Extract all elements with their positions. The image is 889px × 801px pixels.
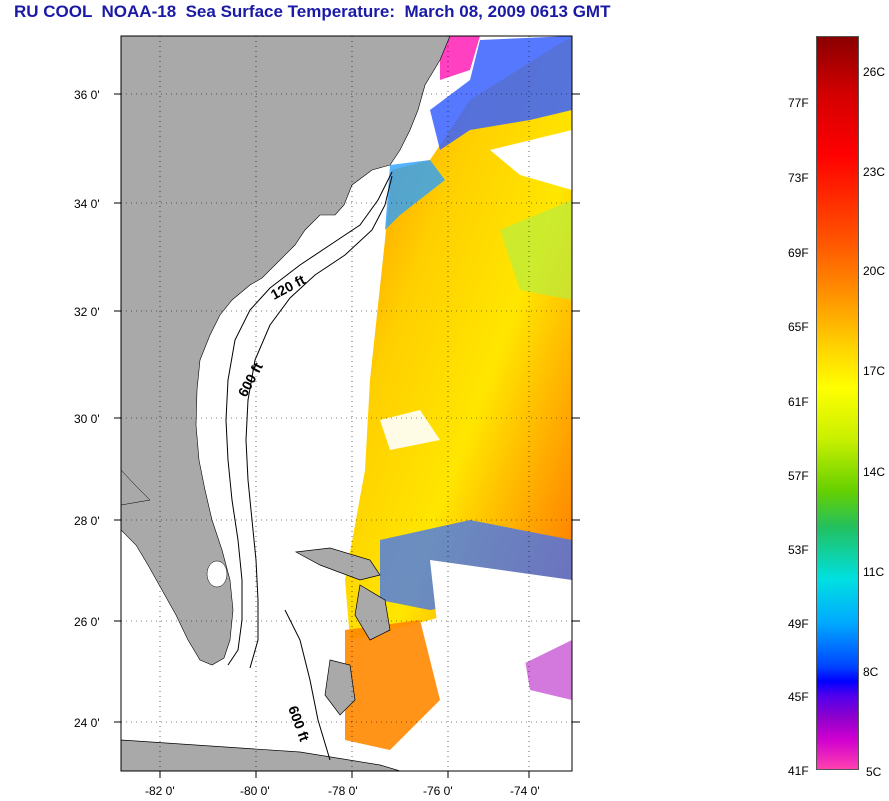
lat-label-36: 36 0' [74, 88, 100, 102]
cb-f-41: 41F [788, 764, 809, 778]
cb-f-73: 73F [788, 171, 809, 185]
sst-green-patch [500, 200, 572, 300]
lat-label-32: 32 0' [74, 305, 100, 319]
lat-label-26: 26 0' [74, 615, 100, 629]
sst-cold-north [440, 36, 480, 80]
sst-cool-north [430, 36, 572, 150]
bahamas-abaco [354, 584, 391, 641]
map-frame [120, 35, 573, 772]
cb-c-5: 5C [866, 765, 882, 779]
lat-label-34: 34 0' [74, 197, 100, 211]
lon-label-82: -82 0' [145, 784, 175, 798]
cb-f-53: 53F [788, 543, 809, 557]
cb-f-69: 69F [788, 246, 809, 260]
lat-grid [121, 93, 572, 723]
bahamas-andros [324, 659, 356, 716]
cb-f-65: 65F [788, 320, 809, 334]
cloud-gap-3 [380, 410, 440, 450]
cb-f-77: 77F [788, 96, 809, 110]
contour-120ft [225, 171, 393, 666]
lat-label-30: 30 0' [74, 412, 100, 426]
cb-c-20: 20C [863, 264, 886, 278]
cb-c-8: 8C [863, 665, 879, 679]
land-us-coast [121, 36, 451, 666]
contour-600ft [245, 175, 393, 669]
lat-label-24: 24 0' [74, 716, 100, 730]
cb-c-11: 11C [863, 565, 885, 579]
land-gulf [121, 469, 151, 506]
cb-c-17: 17C [863, 364, 886, 378]
cb-f-45: 45F [788, 690, 809, 704]
lon-label-76: -76 0' [423, 784, 453, 798]
tick-marks [114, 93, 580, 778]
sst-cool-band [385, 160, 445, 230]
bahamas-grand-bahama [294, 547, 381, 581]
lake-okeechobee [206, 560, 228, 588]
lon-label-74: -74 0' [510, 784, 540, 798]
cb-f-61: 61F [788, 395, 809, 409]
cuba [121, 739, 401, 771]
lon-label-78: -78 0' [328, 784, 358, 798]
cloud-gap-2 [490, 130, 572, 190]
cb-c-14: 14C [863, 465, 886, 479]
sst-warm-south [345, 620, 440, 750]
lat-label-28: 28 0' [74, 514, 100, 528]
cb-c-26: 26C [863, 65, 886, 79]
cloud-gap-1 [430, 560, 572, 690]
cb-f-57: 57F [788, 469, 809, 483]
color-scale-bar [816, 36, 859, 770]
map-title: RU COOL NOAA-18 Sea Surface Temperature:… [14, 2, 611, 21]
lon-label-80: -80 0' [240, 784, 270, 798]
cb-f-49: 49F [788, 617, 809, 631]
cb-c-23: 23C [863, 165, 886, 179]
contour-600ft-south [284, 609, 331, 761]
